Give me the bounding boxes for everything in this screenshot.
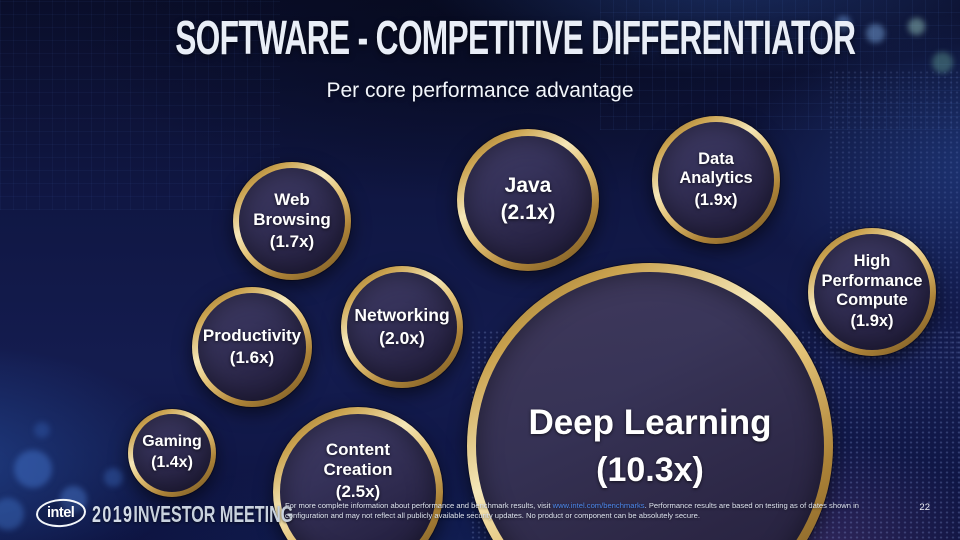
bokeh-light <box>14 450 52 488</box>
bubble-gaming: Gaming (1.4x) <box>128 409 216 497</box>
bubble-value: (10.3x) <box>596 450 704 489</box>
bubble-label: Content Creation <box>323 439 393 479</box>
bubble-value: (2.1x) <box>500 201 556 224</box>
disclaimer: For more complete information about perf… <box>285 501 879 520</box>
bokeh-light <box>34 422 50 438</box>
benchmarks-link[interactable]: www.intel.com/benchmarks <box>552 501 645 510</box>
bubble-label: High Performance Compute <box>821 252 923 309</box>
bubble-label: Data Analytics <box>679 149 753 188</box>
page-number: 22 <box>919 502 930 513</box>
intel-logo: intel <box>35 497 87 529</box>
bubble-value: (2.5x) <box>335 482 381 502</box>
event-year: 2019 <box>92 501 134 527</box>
event-wordmark: 2019INVESTOR MEETING <box>92 501 380 527</box>
bubble-content-creation: Content Creation (2.5x) <box>273 407 443 540</box>
subtitle: Per core performance advantage <box>326 79 634 102</box>
event-name: INVESTOR MEETING <box>133 501 294 527</box>
bubble-web-browsing: Web Browsing (1.7x) <box>233 162 351 280</box>
bubble-productivity: Productivity (1.6x) <box>192 287 312 407</box>
disclaimer-text-post: . Performance results are based on testi… <box>285 501 860 520</box>
bubble-data-analytics: Data Analytics (1.9x) <box>652 116 780 244</box>
disclaimer-text-pre: For more complete information about perf… <box>285 501 553 510</box>
bubble-deep-learning: Deep Learning (10.3x) <box>467 263 833 540</box>
page-title: SOFTWARE - COMPETITIVE DIFFERENTIATOR <box>175 12 856 65</box>
bubble-value: (1.4x) <box>151 454 193 471</box>
bubble-value: (1.6x) <box>229 348 275 367</box>
bubble-value: (1.7x) <box>269 232 315 252</box>
bubble-label: Web Browsing <box>253 189 331 229</box>
bokeh-light <box>104 468 123 487</box>
bokeh-light <box>0 498 24 530</box>
bubble-value: (2.0x) <box>379 328 425 348</box>
bubble-value: (1.9x) <box>850 312 894 331</box>
bubble-label: Gaming <box>142 433 202 451</box>
bubble-java: Java (2.1x) <box>457 129 599 271</box>
intel-logo-text: intel <box>47 505 75 521</box>
bubble-networking: Networking (2.0x) <box>341 266 463 388</box>
bubble-value: (1.9x) <box>694 190 738 209</box>
bubble-label: Productivity <box>202 325 302 345</box>
bubble-label: Deep Learning <box>528 403 772 443</box>
bubble-label: Java <box>504 174 552 198</box>
bubble-high-performance-compute: High Performance Compute (1.9x) <box>808 228 936 356</box>
bubble-label: Networking <box>354 305 450 326</box>
